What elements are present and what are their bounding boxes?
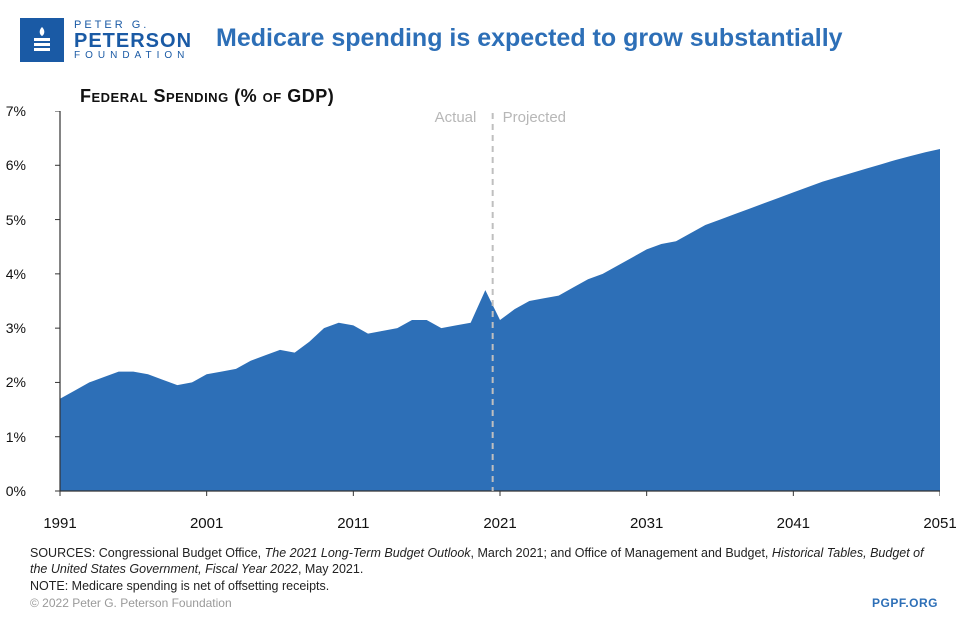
- chart-title: Medicare spending is expected to grow su…: [216, 24, 843, 53]
- x-tick-label: 2021: [483, 511, 516, 532]
- torch-icon: [20, 18, 64, 62]
- logo-line-2: PETERSON: [74, 31, 192, 51]
- sources-note: NOTE: Medicare spending is net of offset…: [30, 579, 329, 593]
- site-link[interactable]: PGPF.ORG: [872, 596, 938, 610]
- y-tick-label: 0%: [6, 483, 30, 499]
- x-tick-label: 2011: [337, 511, 369, 532]
- logo-line-3: FOUNDATION: [74, 51, 192, 61]
- actual-label: Actual: [435, 109, 477, 126]
- y-tick-label: 3%: [6, 320, 30, 336]
- y-tick-label: 4%: [6, 266, 30, 282]
- y-tick-label: 5%: [6, 212, 30, 228]
- logo-text: PETER G. PETERSON FOUNDATION: [74, 20, 192, 61]
- y-axis-title: Federal Spending (% of GDP): [80, 86, 948, 107]
- area-chart-svg: [30, 111, 940, 511]
- sources-text: SOURCES: Congressional Budget Office, Th…: [30, 545, 938, 594]
- x-tick-label: 2051: [923, 511, 956, 532]
- chart-card: PETER G. PETERSON FOUNDATION Medicare sp…: [0, 0, 968, 640]
- sources-ital-1: The 2021 Long-Term Budget Outlook: [265, 546, 471, 560]
- copyright-text: © 2022 Peter G. Peterson Foundation: [30, 596, 232, 610]
- y-tick-label: 7%: [6, 103, 30, 119]
- y-tick-label: 2%: [6, 374, 30, 390]
- x-tick-label: 2031: [630, 511, 663, 532]
- logo: PETER G. PETERSON FOUNDATION: [20, 18, 192, 62]
- header: PETER G. PETERSON FOUNDATION Medicare sp…: [20, 18, 948, 62]
- logo-line-1: PETER G.: [74, 20, 192, 31]
- sources-mid-2: , May 2021.: [298, 562, 363, 576]
- y-tick-label: 1%: [6, 429, 30, 445]
- chart-area: 0%1%2%3%4%5%6%7%199120012011202120312041…: [30, 111, 940, 511]
- sources-mid-1: , March 2021; and Office of Management a…: [471, 546, 772, 560]
- x-tick-label: 2041: [777, 511, 810, 532]
- footer: © 2022 Peter G. Peterson Foundation PGPF…: [30, 596, 938, 610]
- y-tick-label: 6%: [6, 157, 30, 173]
- sources-prefix: SOURCES: Congressional Budget Office,: [30, 546, 265, 560]
- x-tick-label: 1991: [43, 511, 76, 532]
- x-tick-label: 2001: [190, 511, 223, 532]
- projected-label: Projected: [503, 109, 566, 126]
